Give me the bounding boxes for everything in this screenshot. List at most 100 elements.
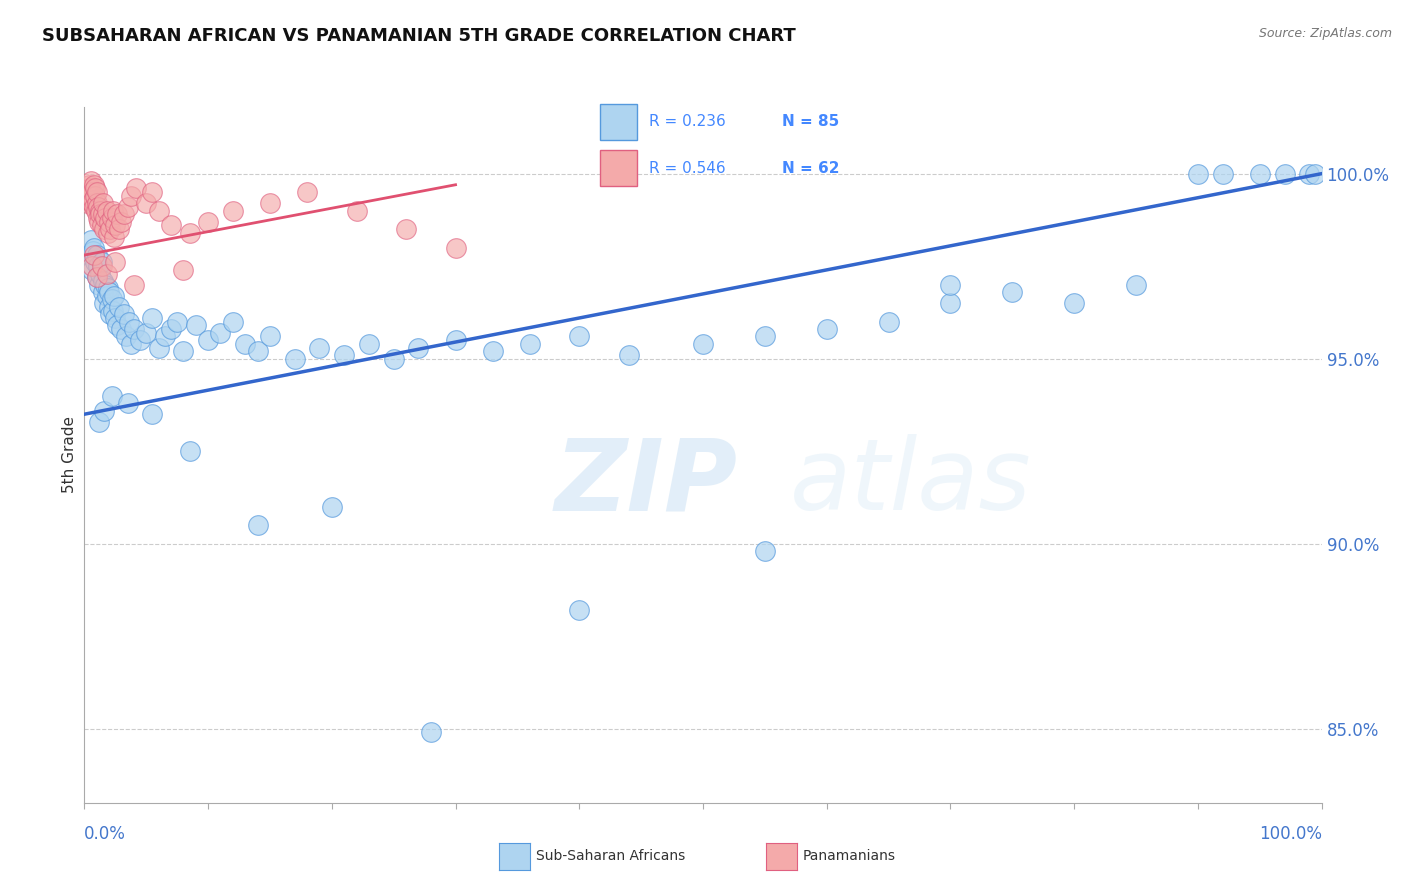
Point <box>89 207 111 221</box>
Text: N = 85: N = 85 <box>782 114 839 128</box>
Text: N = 62: N = 62 <box>782 161 839 176</box>
Point <box>568 603 591 617</box>
Point <box>77 178 100 192</box>
Text: atlas: atlas <box>790 434 1031 532</box>
Point <box>148 341 170 355</box>
Point <box>284 351 307 366</box>
Point <box>129 333 152 347</box>
Point <box>96 267 118 281</box>
Point <box>98 222 121 236</box>
Text: 100.0%: 100.0% <box>1258 825 1322 843</box>
Point <box>93 403 115 417</box>
Y-axis label: 5th Grade: 5th Grade <box>62 417 77 493</box>
Point <box>80 174 103 188</box>
Point <box>82 185 104 199</box>
Point <box>87 211 110 225</box>
Point <box>135 326 157 340</box>
Point <box>83 200 105 214</box>
Point <box>444 241 467 255</box>
Point <box>97 281 120 295</box>
Point <box>166 315 188 329</box>
Point <box>94 277 117 292</box>
Point <box>444 333 467 347</box>
Point <box>197 215 219 229</box>
Point <box>333 348 356 362</box>
Point <box>222 203 245 218</box>
Point <box>120 189 142 203</box>
Point <box>80 196 103 211</box>
Point <box>87 200 110 214</box>
Point <box>209 326 232 340</box>
Point <box>122 277 145 292</box>
Point <box>79 181 101 195</box>
Point <box>86 270 108 285</box>
Point <box>1063 296 1085 310</box>
Point <box>153 329 176 343</box>
Point <box>98 307 121 321</box>
Point <box>160 219 183 233</box>
Point <box>692 337 714 351</box>
Point <box>1001 285 1024 299</box>
Point <box>100 389 122 403</box>
Point <box>357 337 380 351</box>
Point <box>91 285 114 299</box>
Point <box>80 259 103 273</box>
Point <box>97 226 120 240</box>
Point <box>103 229 125 244</box>
Point <box>222 315 245 329</box>
Point <box>89 277 111 292</box>
Point <box>754 329 776 343</box>
Point <box>101 203 124 218</box>
Point <box>79 248 101 262</box>
Point <box>86 270 108 285</box>
Point <box>103 289 125 303</box>
Point <box>101 303 124 318</box>
Point <box>90 259 112 273</box>
Point <box>408 341 430 355</box>
Point <box>117 200 139 214</box>
Point <box>112 207 135 221</box>
Point <box>754 544 776 558</box>
Point <box>117 396 139 410</box>
Point <box>617 348 640 362</box>
Point <box>98 215 121 229</box>
Point <box>76 196 98 211</box>
Point <box>91 196 114 211</box>
Point <box>96 203 118 218</box>
Point <box>184 318 207 333</box>
Point <box>86 248 108 262</box>
Point <box>104 219 127 233</box>
Point <box>395 222 418 236</box>
Point <box>125 181 148 195</box>
Point <box>87 259 110 273</box>
Text: Panamanians: Panamanians <box>803 849 896 863</box>
Point <box>259 196 281 211</box>
Text: ZIP: ZIP <box>554 434 738 532</box>
Point <box>519 337 541 351</box>
Text: R = 0.236: R = 0.236 <box>650 114 725 128</box>
Point <box>84 181 107 195</box>
Point <box>197 333 219 347</box>
Point <box>108 300 131 314</box>
Point <box>141 310 163 325</box>
Point <box>82 193 104 207</box>
Point <box>83 248 105 262</box>
Point <box>84 203 107 218</box>
Point <box>877 315 900 329</box>
Point <box>112 307 135 321</box>
Point <box>259 329 281 343</box>
Point <box>122 322 145 336</box>
Point <box>1249 167 1271 181</box>
Point <box>90 219 112 233</box>
Point <box>246 518 269 533</box>
Point <box>1274 167 1296 181</box>
Point <box>233 337 256 351</box>
Point <box>135 196 157 211</box>
Point <box>110 215 132 229</box>
Point <box>179 226 201 240</box>
Point <box>98 285 121 299</box>
Point <box>105 318 128 333</box>
Point <box>83 178 105 192</box>
Point <box>141 407 163 421</box>
Point <box>100 293 122 307</box>
